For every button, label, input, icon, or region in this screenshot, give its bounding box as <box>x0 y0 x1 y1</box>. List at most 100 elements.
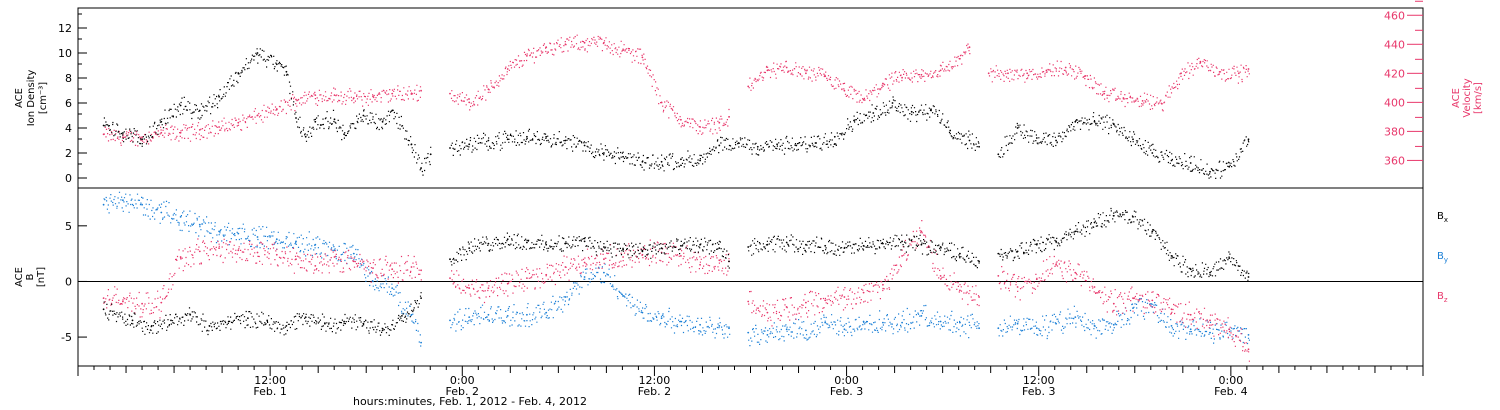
density-series-point-10 <box>285 70 288 73</box>
bz-series-point-2 <box>141 302 144 305</box>
density-series-point-32 <box>622 155 624 158</box>
bz-series-point-57 <box>1132 297 1134 299</box>
density-series-point-33 <box>641 160 644 163</box>
bx-series <box>102 207 1250 336</box>
x-tick-date-label: Feb. 1 <box>253 385 286 398</box>
top-left-axis-title-line: Ion Density <box>26 70 37 127</box>
bx-series-point-57 <box>1151 230 1154 233</box>
density-series-point-23 <box>449 147 451 149</box>
velocity-series-point-36 <box>747 85 750 88</box>
bx-series-point-10 <box>304 316 307 318</box>
bx-series-point-51 <box>1035 243 1038 246</box>
density-series-point-40 <box>776 143 778 146</box>
velocity-series <box>102 34 1250 147</box>
bottom-left-axis-title-line: ACE <box>14 267 25 287</box>
bx-series-point-14 <box>381 329 384 332</box>
by-series-point-2 <box>141 203 144 206</box>
velocity-series-point-41 <box>843 89 846 92</box>
by-series-point-32 <box>699 323 701 326</box>
density-series-point-46 <box>891 102 894 104</box>
density-series-point-28 <box>545 135 548 138</box>
bx-series-point-62 <box>1247 276 1250 278</box>
by-series-point-0 <box>102 203 105 206</box>
bz-series <box>102 220 1250 362</box>
velocity-series-point-8 <box>256 114 259 117</box>
legend-label: B <box>1437 211 1444 222</box>
velocity-series-point-64 <box>1247 68 1250 70</box>
density-series-point-62 <box>1170 159 1173 162</box>
velocity-series-point-47 <box>959 57 961 60</box>
density-series-point-37 <box>718 144 721 147</box>
bx-series-point-45 <box>939 246 942 248</box>
bz-series-point-8 <box>256 251 259 254</box>
by-series-point-53 <box>1055 322 1057 325</box>
velocity-series-point-14 <box>372 95 374 98</box>
bz-series-point-63 <box>1247 348 1250 351</box>
by-series-point-15 <box>391 287 394 289</box>
bx-series-point-25 <box>583 240 586 243</box>
velocity-series-point-38 <box>785 66 788 69</box>
top-left-axis-title: ACEIon Density[cm⁻³] <box>14 70 49 127</box>
by-series <box>102 191 1250 347</box>
velocity-series-point-57 <box>1122 97 1125 99</box>
by-series-point-5 <box>198 223 201 226</box>
bx-series-point-50 <box>1016 250 1019 253</box>
velocity-series-point-62 <box>1218 71 1221 73</box>
by-series-point-63 <box>1247 334 1250 336</box>
velocity-series-point-44 <box>901 76 903 79</box>
velocity-series-point-50 <box>987 72 990 75</box>
legend-entry-bz: Bz <box>1437 291 1448 304</box>
x-tick-date-label: Feb. 2 <box>446 385 479 398</box>
bx-series-point-12 <box>343 320 345 323</box>
bx-series-point-26 <box>603 246 605 248</box>
density-series-point-11 <box>295 117 297 119</box>
top-right-tick-label: 360 <box>1384 154 1405 167</box>
velocity-series-point-21 <box>487 88 490 91</box>
bz-series-point-26 <box>583 261 586 264</box>
density-series-point-4 <box>179 104 182 107</box>
bz-series-point-47 <box>959 289 961 292</box>
bx-series-point-9 <box>285 325 288 327</box>
bz-series-point-53 <box>1055 263 1057 266</box>
top-right-tick-label: 440 <box>1384 38 1405 51</box>
density-series-point-61 <box>1151 152 1154 154</box>
density-series-point-39 <box>756 145 759 148</box>
bx-series-point-56 <box>1132 216 1134 218</box>
velocity-series-point-2 <box>141 136 144 139</box>
bx-series-point-40 <box>843 247 846 250</box>
bx-series-point-53 <box>1074 230 1077 233</box>
bz-series-point-38 <box>785 306 788 308</box>
bx-series-point-18 <box>449 258 451 261</box>
top-left-tick-label: 12 <box>58 22 72 35</box>
velocity-series-point-40 <box>824 75 827 78</box>
density-series-point-9 <box>275 63 278 66</box>
bx-series-point-41 <box>862 244 865 247</box>
density-series-point-34 <box>660 160 663 163</box>
velocity-series-point-0 <box>102 133 105 136</box>
density-series-point-41 <box>795 144 798 147</box>
density-series-point-16 <box>362 114 365 117</box>
bx-series-point-37 <box>785 241 788 244</box>
density-series-point-54 <box>1016 127 1019 129</box>
by-series-point-37 <box>766 334 769 336</box>
top-left-tick-label: 8 <box>65 72 72 85</box>
bz-series-point-3 <box>160 301 163 304</box>
by-series-point-24 <box>545 311 548 314</box>
by-series-point-10 <box>295 240 297 243</box>
density-series-point-60 <box>1132 138 1134 141</box>
by-series-point-51 <box>1016 322 1019 325</box>
bz-series-point-29 <box>641 253 644 256</box>
velocity-series-point-12 <box>333 94 336 96</box>
velocity-series-point-32 <box>699 126 701 128</box>
by-series-point-30 <box>660 317 663 320</box>
by-series-point-48 <box>978 327 980 330</box>
bx-series-point-35 <box>747 246 750 248</box>
velocity-series-point-61 <box>1199 60 1202 63</box>
by-series-point-1 <box>122 199 124 202</box>
top-right-tick-label: 460 <box>1384 9 1405 22</box>
velocity-series-point-10 <box>295 98 297 101</box>
x-tick-date-label: Feb. 4 <box>1214 385 1247 398</box>
by-series-point-23 <box>526 313 528 316</box>
bottom-left-axis-title: ACEB[nT] <box>14 267 47 287</box>
